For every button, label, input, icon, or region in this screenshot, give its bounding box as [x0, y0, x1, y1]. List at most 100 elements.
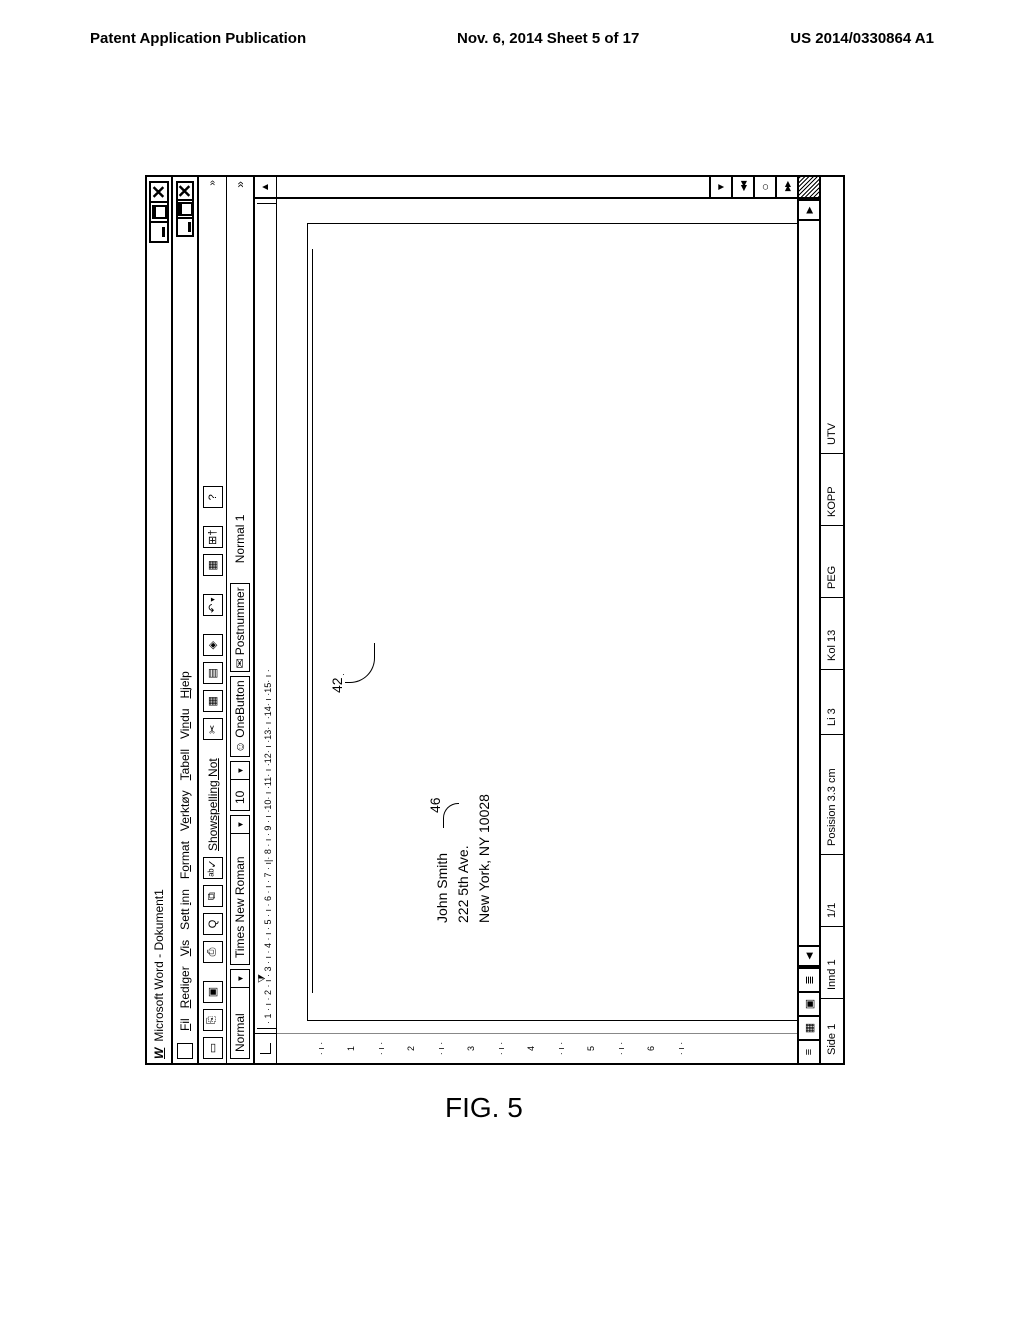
cut-icon[interactable]: ✂ — [203, 718, 223, 740]
callout-42: 42 — [329, 677, 345, 693]
clipboard-icon[interactable]: ▤ — [203, 662, 223, 684]
menu-fil[interactable]: Fil — [178, 1018, 192, 1031]
hscroll-right-button[interactable] — [799, 199, 819, 221]
horizontal-ruler[interactable]: ⧩ · 1 · ı · 2 · ı · 3 · ı · 4 · ı · 5 · … — [257, 203, 278, 1029]
doc-close-button[interactable]: ✕ — [176, 181, 194, 201]
smiley-icon: ☺ — [233, 741, 247, 753]
status-line: Li 3 — [821, 669, 843, 734]
menu-vindu[interactable]: Vindu — [178, 709, 192, 740]
callout-46: 46 — [427, 797, 443, 813]
doc-minimize-button[interactable] — [176, 217, 194, 237]
address-city: New York, NY 10028 — [474, 794, 495, 923]
margin-line — [312, 249, 313, 993]
menu-format[interactable]: Format — [178, 841, 192, 879]
page-border — [307, 223, 797, 1021]
prev-page-button[interactable] — [731, 177, 753, 197]
status-position: Posision 3.3 cm — [821, 734, 843, 854]
hscroll-left-button[interactable] — [799, 945, 819, 967]
pub-header-left: Patent Application Publication — [90, 30, 306, 47]
figure-label: FIG. 5 — [445, 1092, 523, 1124]
next-page-button[interactable] — [775, 177, 797, 197]
hscroll-track[interactable] — [799, 221, 819, 945]
menu-verktoy[interactable]: Verktøy — [178, 790, 192, 831]
pub-header-right: US 2014/0330864 A1 — [790, 30, 934, 47]
word-window: W Microsoft Word - Dokument1 ✕ Fil Redig… — [145, 175, 845, 1065]
standard-toolbar: ▭ ⎘ ▣ ⎙ Q ⧉ ᵃᵇ✓ Showspelling Not ✂ ▦ ▤ ◈… — [199, 177, 227, 1063]
scroll-up-button[interactable] — [255, 177, 276, 199]
browse-object-button[interactable] — [753, 177, 775, 197]
minimize-button[interactable] — [149, 221, 169, 243]
menu-tabell[interactable]: Tabell — [178, 749, 192, 780]
outline-view-button[interactable]: ≣ — [799, 967, 819, 991]
fontsize-combo[interactable]: 10 — [230, 761, 250, 811]
status-innd: Innd 1 — [821, 926, 843, 998]
onebutton-btn[interactable]: ☺ OneButton — [230, 676, 250, 757]
document-icon — [177, 1043, 193, 1059]
status-side: Side 1 — [821, 998, 843, 1063]
toolbar-overflow-icon[interactable]: » — [207, 181, 218, 186]
normal-view-button[interactable]: ≡ — [799, 1039, 819, 1063]
chevron-down-icon[interactable] — [231, 970, 249, 988]
vruler-mark: 6 — [647, 1046, 656, 1051]
open-icon[interactable]: ⎘ — [203, 1009, 223, 1031]
vertical-ruler[interactable]: · ı · 1 · ı · 2 · ı · 3 · ı · 4 · ı · 5 … — [277, 1033, 797, 1063]
undo-icon[interactable]: ↶▾ — [203, 594, 223, 616]
print-view-button[interactable]: ▣ — [799, 991, 819, 1015]
showspelling-label: Showspelling Not — [206, 758, 220, 851]
vertical-scrollbar[interactable] — [277, 177, 797, 199]
normal-right-label: Normal 1 — [233, 515, 247, 564]
close-button[interactable]: ✕ — [149, 181, 169, 203]
doc-maximize-button[interactable] — [176, 199, 194, 219]
help-icon[interactable]: ? — [203, 486, 223, 508]
indent-marker-icon[interactable]: ⧩ — [257, 974, 268, 983]
maximize-button[interactable] — [149, 201, 169, 223]
envelope-icon: ✉ — [233, 658, 247, 668]
print-icon[interactable]: ⎙ — [203, 941, 223, 963]
status-bar: Side 1 Innd 1 1/1 Posision 3.3 cm Li 3 K… — [819, 177, 843, 1063]
vruler-mark: 1 — [347, 1046, 356, 1051]
spellcheck-icon[interactable]: ᵃᵇ✓ — [203, 857, 223, 879]
save-icon[interactable]: ▣ — [203, 981, 223, 1003]
vruler-mark: 3 — [467, 1046, 476, 1051]
paste-icon[interactable]: ▦ — [203, 690, 223, 712]
show-icon[interactable]: ⊞† — [203, 526, 223, 548]
status-peg: PEG — [821, 525, 843, 597]
menu-settinn[interactable]: Sett inn — [178, 889, 192, 930]
formatpaint-icon[interactable]: ◈ — [203, 634, 223, 656]
window-title: Microsoft Word - Dokument1 — [152, 241, 166, 1042]
vruler-mark: · ı · — [497, 1042, 506, 1056]
scroll-down-button[interactable] — [709, 177, 731, 197]
preview-icon[interactable]: Q — [203, 913, 223, 935]
resize-grip[interactable] — [799, 177, 819, 199]
formatting-toolbar: Normal Times New Roman 10 ☺ OneButton ✉ … — [227, 177, 255, 1063]
new-doc-icon[interactable]: ▭ — [203, 1037, 223, 1059]
status-pages: 1/1 — [821, 854, 843, 926]
copy-icon[interactable]: ⧉ — [203, 885, 223, 907]
menu-hjelp[interactable]: Hjelp — [178, 671, 192, 698]
menu-rediger[interactable]: Rediger — [178, 966, 192, 1008]
font-combo[interactable]: Times New Roman — [230, 815, 250, 965]
address-block: John Smith 222 5th Ave. New York, NY 100… — [432, 794, 495, 923]
toolbar2-overflow-icon[interactable]: » — [233, 181, 247, 188]
style-combo[interactable]: Normal — [230, 969, 250, 1059]
style-combo-value: Normal — [231, 988, 249, 1058]
fontsize-combo-value: 10 — [231, 780, 249, 810]
ruler-row: ⧩ · 1 · ı · 2 · ı · 3 · ı · 4 · ı · 5 · … — [255, 177, 277, 1063]
scrollbar-track[interactable] — [277, 177, 709, 197]
chevron-down-icon[interactable] — [231, 762, 249, 780]
menu-vis[interactable]: Vis — [178, 940, 192, 956]
titlebar: W Microsoft Word - Dokument1 ✕ — [147, 177, 173, 1063]
chevron-down-icon[interactable] — [231, 816, 249, 834]
postnummer-btn[interactable]: ✉ Postnummer — [230, 583, 250, 672]
status-col: Kol 13 — [821, 597, 843, 669]
document-page[interactable]: 42 John Smith 222 5th Ave. New York, NY … — [277, 199, 797, 1033]
tab-selector[interactable] — [255, 1033, 276, 1063]
table-icon[interactable]: ▦ — [203, 554, 223, 576]
onebutton-label: OneButton — [233, 680, 247, 737]
web-view-button[interactable]: ▦ — [799, 1015, 819, 1039]
vruler-mark: · ı · — [617, 1042, 626, 1056]
bottom-strip: ≡ ▦ ▣ ≣ — [797, 177, 819, 1063]
ruler-text: · 1 · ı · 2 · ı · 3 · ı · 4 · ı · 5 · ı … — [263, 669, 273, 1024]
postnummer-label: Postnummer — [233, 587, 247, 655]
status-utv: UTV — [821, 177, 843, 453]
